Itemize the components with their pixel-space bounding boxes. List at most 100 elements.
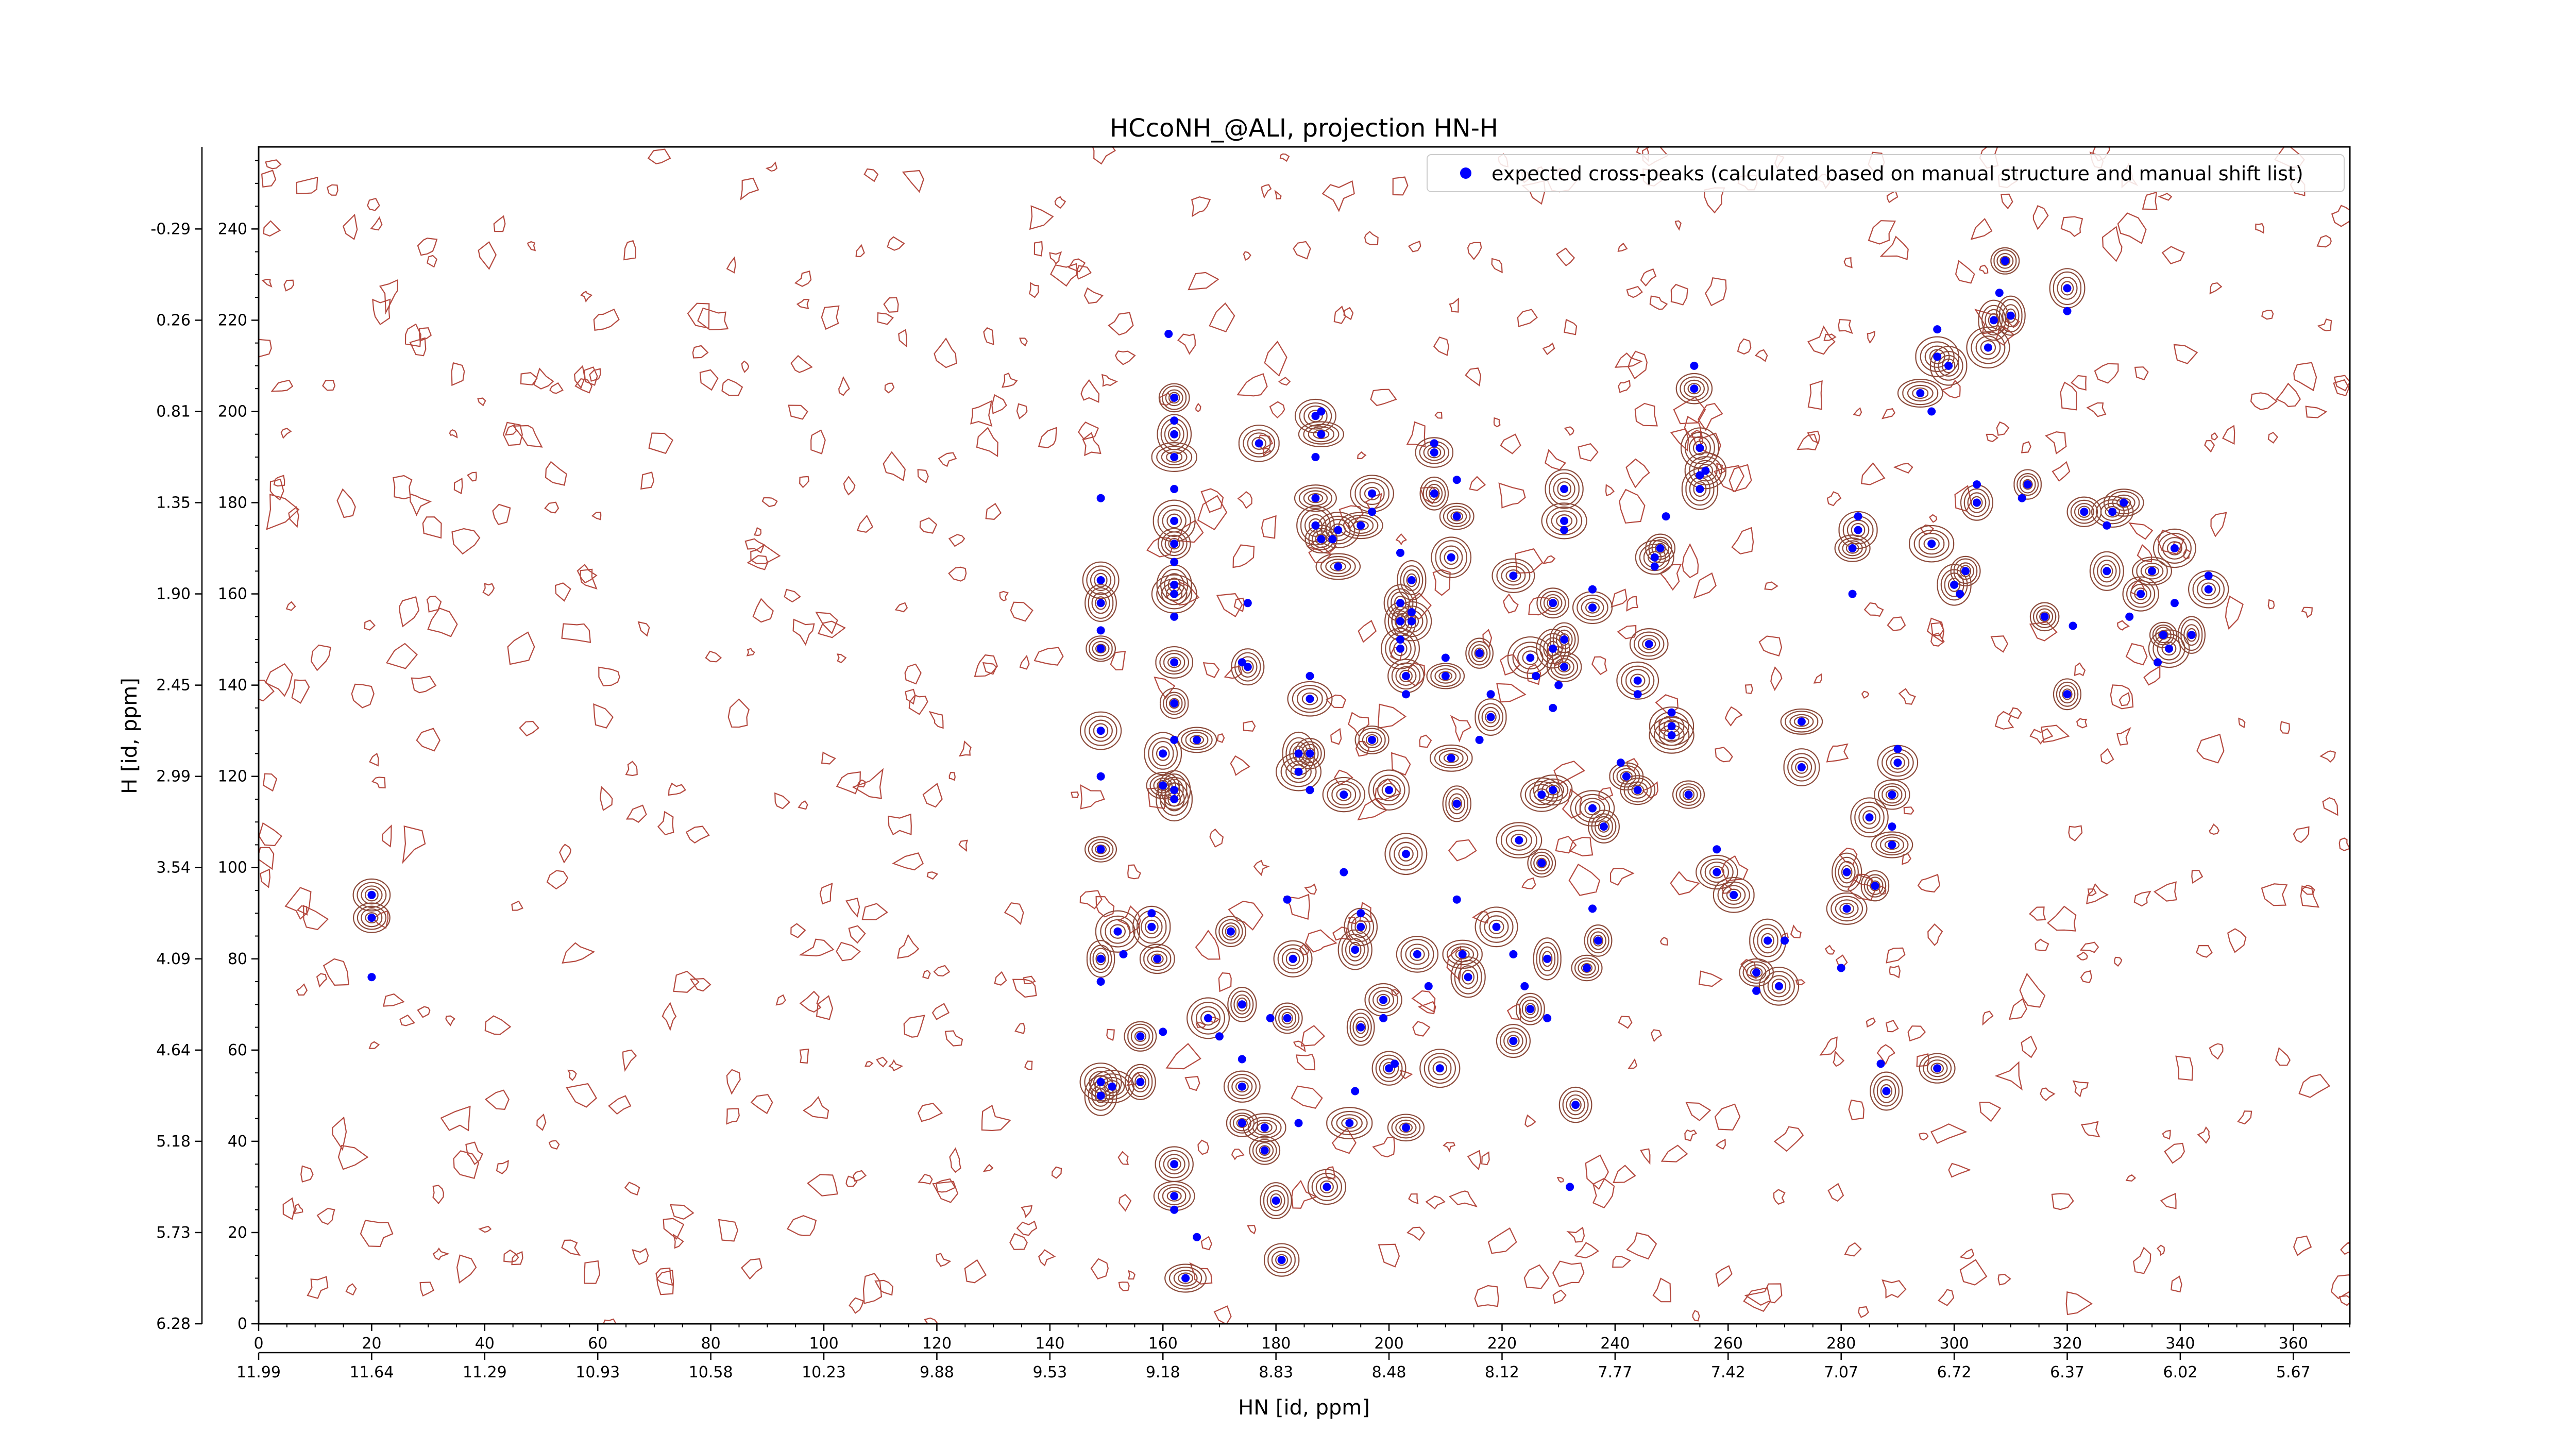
cross-peak-point — [1096, 978, 1105, 986]
x-index-tick-label: 320 — [2053, 1335, 2082, 1353]
x-index-tick-label: 40 — [475, 1335, 495, 1353]
cross-peak-point — [1458, 950, 1467, 958]
cross-peak-point — [1306, 671, 1314, 680]
cross-peak-point — [1560, 516, 1569, 525]
legend: expected cross-peaks (calculated based o… — [1427, 154, 2345, 192]
cross-peak-point — [1096, 772, 1105, 781]
y-index-tick-label: 160 — [218, 585, 247, 603]
y-ppm-tick-label: 4.64 — [156, 1041, 191, 1059]
cross-peak-point — [1764, 936, 1772, 945]
x-index-tick-label: 20 — [362, 1335, 381, 1353]
y-ppm-tick-label: 1.35 — [156, 494, 191, 512]
y-ppm-tick-label: 2.45 — [156, 677, 191, 695]
expected-cross-peaks — [367, 257, 2213, 1283]
cross-peak-point — [1379, 1014, 1388, 1022]
chart-title: HCcoNH_@ALI, projection HN-H — [1110, 114, 1498, 143]
cross-peak-point — [1215, 1032, 1224, 1041]
cross-peak-point — [1170, 453, 1179, 461]
cross-peak-point — [1170, 735, 1179, 744]
x-axis-label: HN [id, ppm] — [1238, 1396, 1370, 1420]
cross-peak-point — [1170, 1160, 1179, 1169]
x-index-tick-label: 160 — [1148, 1335, 1178, 1353]
cross-peak-point — [1713, 845, 1721, 854]
cross-peak-point — [1984, 343, 1992, 352]
cross-peak-point — [1311, 412, 1320, 420]
x-ppm-tick-label: 8.48 — [1372, 1363, 1406, 1381]
cross-peak-point — [1752, 986, 1761, 995]
y-ppm-tick-label: 6.28 — [156, 1315, 191, 1333]
cross-peak-point — [1136, 1077, 1145, 1086]
legend-marker — [1460, 167, 1471, 179]
cross-peak-point — [1893, 759, 1902, 767]
cross-peak-point — [1357, 521, 1365, 530]
cross-peak-point — [2063, 690, 2072, 699]
cross-peak-point — [1096, 1091, 1105, 1100]
cross-peak-point — [1170, 580, 1179, 589]
cross-peak-point — [1391, 1059, 1399, 1068]
cross-peak-point — [1170, 786, 1179, 795]
cross-peak-point — [1696, 471, 1704, 480]
cross-peak-point — [1402, 690, 1410, 699]
cross-peak-point — [1170, 485, 1179, 493]
cross-peak-point — [1633, 690, 1642, 699]
cross-peak-point — [1583, 964, 1591, 972]
cross-peak-point — [1147, 909, 1156, 918]
x-index-tick-label: 360 — [2279, 1335, 2308, 1353]
cross-peak-point — [1294, 1119, 1303, 1127]
cross-peak-point — [1413, 950, 1421, 958]
cross-peak-point — [1096, 576, 1105, 584]
y-axis-index: 0 20 40 60 80 100 120 140 160 180 200 220 240 — [218, 160, 259, 1333]
cross-peak-point — [2125, 612, 2134, 621]
cross-peak-point — [1848, 589, 1857, 598]
cross-peak-point — [1407, 617, 1416, 626]
x-ppm-tick-label: 9.53 — [1032, 1363, 1067, 1381]
cross-peak-point — [1492, 922, 1501, 931]
cross-peak-point — [1170, 612, 1179, 621]
cross-peak-point — [1334, 526, 1343, 534]
cross-peak-point — [1147, 922, 1156, 931]
cross-peak-point — [1633, 786, 1642, 795]
cross-peak-point — [1876, 1059, 1885, 1068]
cross-peak-point — [1961, 567, 1970, 576]
y-ppm-tick-label: 3.54 — [156, 859, 191, 877]
cross-peak-point — [1588, 585, 1597, 594]
x-ppm-tick-label: 6.37 — [2050, 1363, 2084, 1381]
x-axis-index: 0 20 40 60 80 100 120 140 160 180 200 220 240 260 280 3… — [253, 1324, 2350, 1353]
cross-peak-point — [1243, 599, 1252, 608]
cross-peak-point — [1407, 608, 1416, 616]
cross-peak-point — [1294, 749, 1303, 758]
cross-peak-point — [1696, 485, 1704, 493]
x-ppm-tick-label: 10.93 — [575, 1363, 620, 1381]
cross-peak-point — [1566, 1183, 1574, 1191]
x-ppm-tick-label: 6.72 — [1937, 1363, 1972, 1381]
x-ppm-tick-label: 7.07 — [1824, 1363, 1858, 1381]
y-axis-label: H [id, ppm] — [118, 678, 142, 794]
cross-peak-point — [2154, 658, 2162, 667]
cross-peak-point — [1447, 553, 1455, 562]
cross-peak-point — [1690, 361, 1699, 370]
cross-peak-point — [2103, 521, 2111, 530]
cross-peak-point — [1096, 494, 1105, 502]
cross-peak-point — [1882, 1087, 1891, 1096]
cross-peak-point — [1927, 407, 1936, 416]
x-index-tick-label: 260 — [1714, 1335, 1743, 1353]
cross-peak-point — [1616, 759, 1625, 767]
cross-peak-point — [1170, 1192, 1179, 1201]
cross-peak-point — [1973, 498, 1981, 507]
cross-peak-point — [1430, 448, 1438, 457]
cross-peak-point — [1170, 393, 1179, 402]
cross-peak-point — [2120, 498, 2128, 507]
x-index-tick-label: 120 — [922, 1335, 952, 1353]
cross-peak-point — [1588, 804, 1597, 813]
x-index-tick-label: 80 — [701, 1335, 721, 1353]
cross-peak-point — [1159, 749, 1167, 758]
cross-peak-point — [1662, 512, 1670, 521]
cross-peak-point — [1781, 936, 1789, 945]
cross-peak-point — [1775, 982, 1783, 990]
cross-peak-point — [1622, 772, 1631, 781]
cross-peak-point — [1650, 562, 1659, 571]
cross-peak-point — [1532, 671, 1540, 680]
y-ppm-tick-label: 1.90 — [156, 585, 191, 603]
cross-peak-point — [2063, 307, 2072, 315]
cross-peak-point — [1549, 644, 1557, 653]
